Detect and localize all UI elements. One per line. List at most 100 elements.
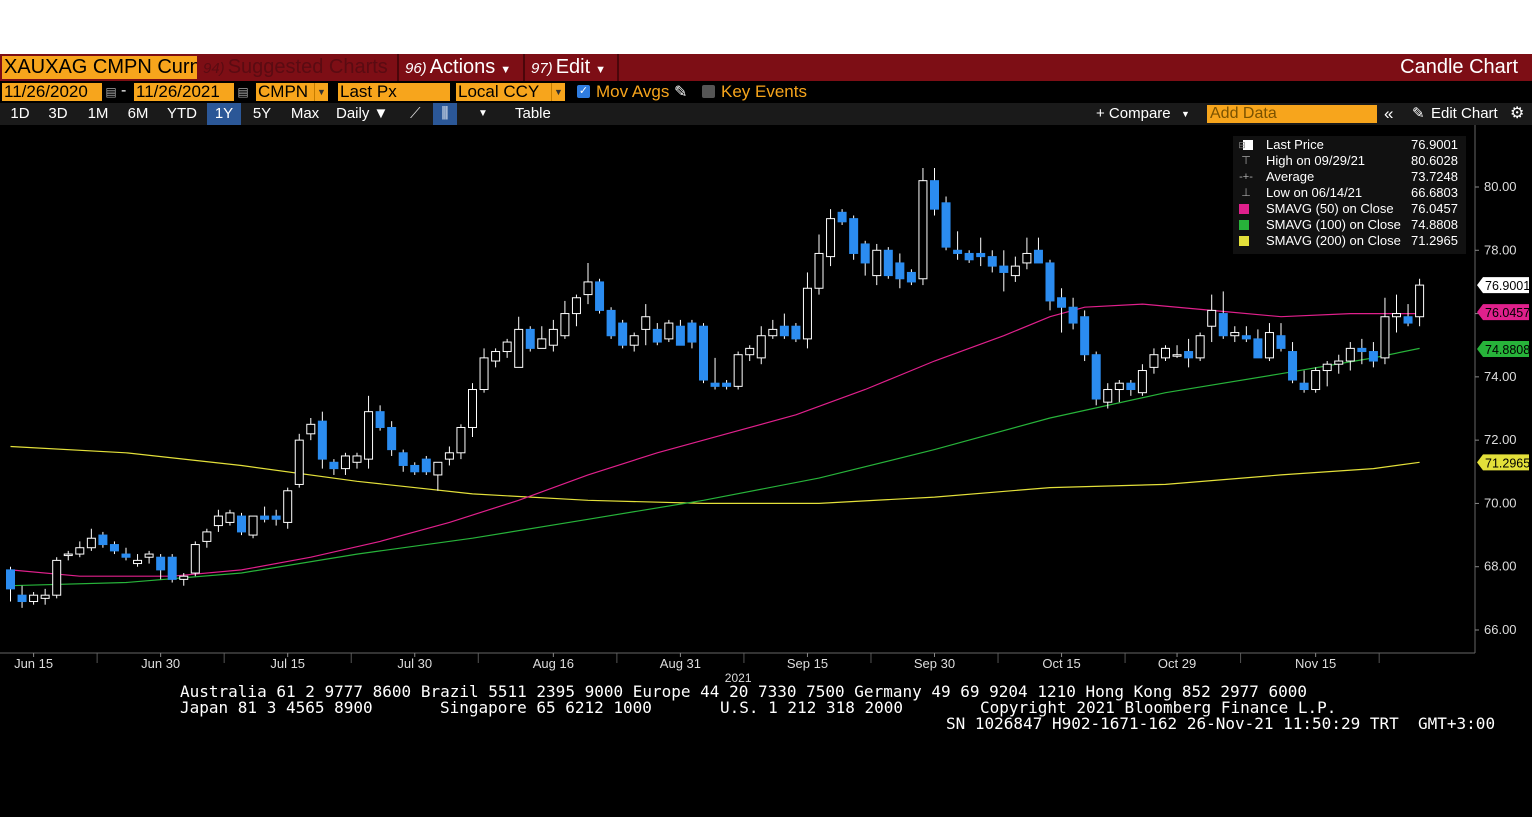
x-tick-label: Sep 15 — [787, 656, 828, 671]
edit-chart-button[interactable]: Edit Chart — [1431, 105, 1498, 122]
candle-body — [837, 211, 847, 223]
collapse-left-icon[interactable]: « — [1384, 104, 1394, 123]
price-tag — [1477, 454, 1529, 471]
legend-average: -+- Average 73.7248 — [1233, 169, 1466, 185]
candle-body — [1103, 389, 1113, 403]
high-marker-icon: ⊤ — [1241, 155, 1251, 167]
candle-body — [779, 325, 789, 337]
candle-body — [1033, 249, 1043, 264]
candle-body — [768, 328, 778, 337]
x-tick-label: Jul 15 — [270, 656, 305, 671]
grid-layer — [96, 653, 1380, 663]
candle-body — [1184, 351, 1194, 359]
field-select[interactable]: Last Px — [338, 83, 450, 101]
end-date-field[interactable]: 11/26/2021 — [134, 83, 234, 101]
source-select[interactable]: CMPN — [256, 83, 314, 101]
period-1d-button[interactable]: 1D — [10, 105, 30, 122]
axes-layer: 66.0068.0070.0072.0074.0076.0078.0080.00… — [0, 125, 1530, 684]
suggested-charts-menu[interactable]: 94) Suggested Charts — [199, 54, 399, 81]
candle-body — [52, 559, 62, 596]
candle-body — [652, 328, 662, 343]
pencil-icon[interactable]: ✎ — [1412, 105, 1425, 122]
candle-chart-icon[interactable]: ⫼ — [433, 103, 457, 125]
candle-body — [479, 357, 489, 391]
candle-body — [248, 515, 258, 536]
footer-us: U.S. 1 212 318 2000 — [720, 698, 904, 717]
price-tag — [1477, 340, 1529, 357]
candle-body — [444, 452, 454, 460]
period-max-button[interactable]: Max — [290, 105, 320, 122]
calendar-icon[interactable]: ▤ — [237, 85, 249, 99]
add-data-input[interactable]: Add Data — [1207, 105, 1377, 123]
candle-body — [1253, 338, 1263, 359]
y-tick-label: 70.00 — [1484, 495, 1517, 510]
legend-label: Average — [1266, 169, 1315, 184]
legend-high: ⊤ High on 09/29/21 80.6028 — [1233, 153, 1466, 169]
start-date-field[interactable]: 11/26/2020 — [2, 83, 102, 101]
collapse-icon[interactable]: ⊟ — [1238, 140, 1246, 150]
chart-type-title: Candle Chart — [1400, 56, 1518, 78]
footer-singapore: Singapore 65 6212 1000 — [440, 698, 652, 717]
candle-body — [756, 335, 766, 359]
candle-body — [1299, 382, 1309, 391]
candle-body — [202, 531, 212, 542]
chevron-down-icon[interactable]: ▼ — [314, 83, 328, 101]
candle-body — [1230, 332, 1240, 337]
candle-body — [883, 249, 893, 277]
candle-body — [29, 594, 39, 603]
table-button[interactable]: Table — [515, 105, 551, 122]
candle-body — [1010, 265, 1020, 277]
period-6m-button[interactable]: 6M — [127, 105, 149, 122]
legend-label: High on 09/29/21 — [1266, 153, 1366, 168]
y-tick-label: 74.00 — [1484, 369, 1517, 384]
period-3d-button[interactable]: 3D — [48, 105, 68, 122]
period-1y-button[interactable]: 1Y — [207, 103, 241, 125]
year-label: 2021 — [725, 671, 752, 684]
price-tag-label: 74.8808 — [1485, 343, 1530, 357]
currency-select[interactable]: Local CCY — [456, 83, 551, 101]
gear-icon[interactable]: ⚙ — [1510, 105, 1525, 122]
line-chart-icon[interactable]: ⟋ — [410, 105, 421, 122]
candle-body — [525, 328, 535, 349]
candle-body — [733, 354, 743, 387]
chevron-down-icon[interactable]: ▼ — [1181, 109, 1190, 119]
actions-menu[interactable]: 96) Actions ▼ — [401, 54, 525, 81]
square-icon — [1239, 220, 1249, 230]
candle-body — [167, 556, 177, 580]
candle-body — [1392, 313, 1401, 318]
candle-body — [352, 455, 362, 463]
period-5y-button[interactable]: 5Y — [252, 105, 272, 122]
candle-body — [583, 281, 593, 296]
candle-body — [225, 512, 235, 523]
candle-body — [872, 249, 882, 277]
footer-session: SN 1026847 H902-1671-162 26-Nov-21 11:50… — [946, 714, 1496, 733]
pencil-icon[interactable]: ✎ — [674, 84, 688, 101]
frequency-select[interactable]: Daily ▼ — [336, 105, 389, 122]
mov-avgs-checkbox[interactable]: ✓ — [577, 85, 590, 98]
key-events-checkbox[interactable] — [702, 85, 715, 98]
candle-body — [421, 458, 431, 473]
edit-menu[interactable]: 97) Edit ▼ — [527, 54, 619, 81]
top-margin — [0, 0, 1532, 54]
x-tick-label: Sep 30 — [914, 656, 955, 671]
x-tick-label: Oct 15 — [1042, 656, 1080, 671]
main-toolbar: XAUXAG CMPN Curnc 94) Suggested Charts 96… — [0, 54, 1532, 81]
chevron-down-icon[interactable]: ▼ — [551, 83, 565, 101]
candle-body — [1345, 347, 1355, 362]
calendar-icon[interactable]: ▤ — [105, 85, 117, 99]
legend-sma50: SMAVG (50) on Close 76.0457 — [1233, 201, 1466, 217]
candle-body — [675, 325, 685, 346]
compare-button[interactable]: + Compare — [1096, 105, 1171, 122]
low-marker-icon: ⊥ — [1241, 187, 1251, 199]
candle-body — [791, 325, 801, 340]
chevron-down-icon[interactable]: ▼ — [478, 108, 488, 119]
ticker-field[interactable]: XAUXAG CMPN Curnc — [2, 56, 197, 79]
footer-copyright: Copyright 2021 Bloomberg Finance L.P. — [980, 698, 1337, 717]
candle-body — [109, 544, 119, 552]
period-ytd-button[interactable]: YTD — [167, 105, 197, 122]
candle-body — [1022, 252, 1032, 264]
period-1m-button[interactable]: 1M — [87, 105, 109, 122]
footer-line-1: Australia 61 2 9777 8600 Brazil 5511 239… — [180, 682, 1308, 701]
candle-body — [560, 313, 570, 337]
candles-layer — [6, 168, 1425, 608]
